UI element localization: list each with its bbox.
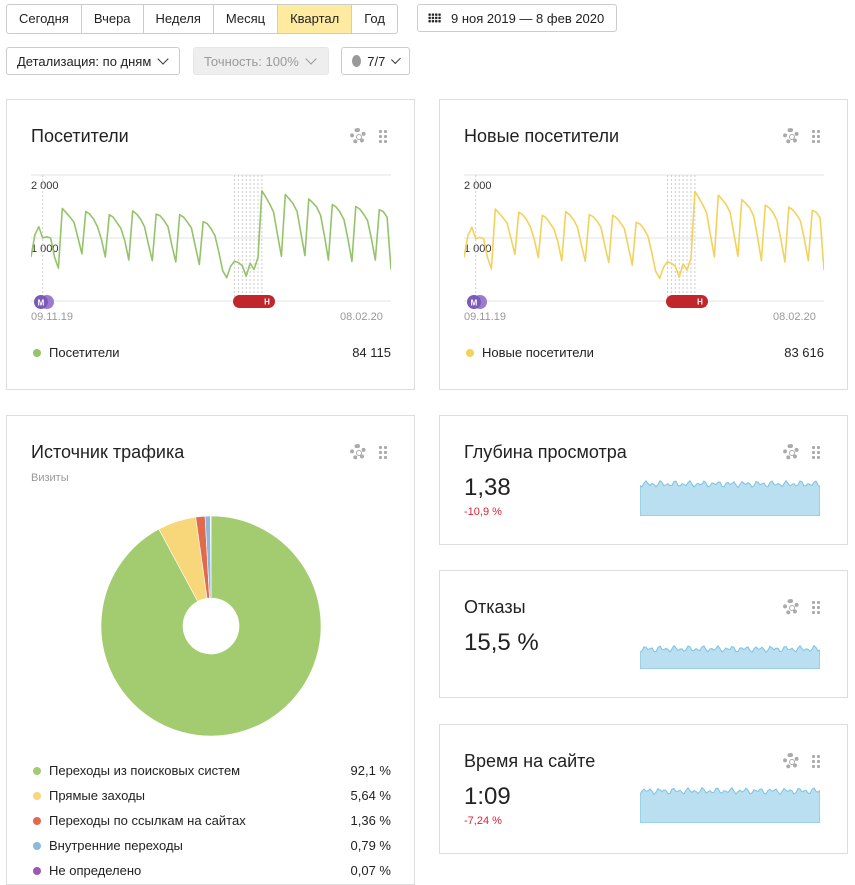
new-visitors-total: 83 616 — [740, 345, 824, 360]
holiday-marker-label: Н — [264, 298, 270, 307]
period-quarter[interactable]: Квартал — [278, 5, 352, 33]
drag-handle-icon[interactable] — [811, 600, 821, 616]
legend-dot — [33, 792, 41, 800]
legend-item[interactable]: Внутренние переходы — [33, 838, 183, 853]
time-change: -7,24 % — [464, 815, 502, 827]
widget-title: Время на сайте — [464, 751, 595, 772]
legend-value: 0,79 % — [307, 838, 391, 853]
widget-title: Отказы — [464, 597, 526, 618]
legend-label: Внутренние переходы — [49, 838, 183, 853]
legend-value: 92,1 % — [307, 763, 391, 778]
detail-label: Детализация: по дням — [17, 54, 151, 69]
gear-icon[interactable] — [783, 753, 799, 769]
bounce-widget: Отказы 15,5 % — [439, 570, 848, 698]
traffic-source-widget: Источник трафика Визиты Переходы из поис… — [6, 415, 415, 885]
legend-label: Посетители — [49, 345, 120, 360]
legend-item[interactable]: Переходы из поисковых систем — [33, 763, 240, 778]
drag-handle-icon[interactable] — [378, 129, 388, 145]
x-tick-label: 08.02.20 — [773, 311, 816, 323]
time-value: 1:09 — [464, 783, 511, 811]
widget-subtitle: Визиты — [31, 472, 69, 484]
annotation-marker-label: М — [38, 299, 45, 308]
legend-label: Прямые заходы — [49, 788, 145, 803]
legend-value: 5,64 % — [307, 788, 391, 803]
sparkline-area — [640, 788, 820, 823]
legend-item: Новые посетители — [466, 345, 594, 360]
chevron-down-icon — [158, 53, 169, 64]
visitors-total: 84 115 — [307, 345, 391, 360]
series-line — [31, 191, 391, 278]
comment-icon — [352, 55, 361, 67]
legend-label: Переходы из поисковых систем — [49, 763, 240, 778]
time-sparkline — [640, 781, 820, 823]
gear-icon[interactable] — [350, 128, 366, 144]
legend-item[interactable]: Прямые заходы — [33, 788, 145, 803]
depth-value: 1,38 — [464, 474, 511, 502]
period-year[interactable]: Год — [352, 5, 397, 33]
legend-dot — [33, 817, 41, 825]
period-week[interactable]: Неделя — [144, 5, 214, 33]
gear-icon[interactable] — [783, 444, 799, 460]
depth-widget: Глубина просмотра 1,38 -10,9 % — [439, 415, 848, 545]
legend-dot — [33, 349, 41, 357]
detail-dropdown[interactable]: Детализация: по дням — [6, 47, 180, 75]
sparkline-area — [640, 646, 820, 669]
accuracy-label: Точность: 100% — [204, 54, 299, 69]
legend-dot — [33, 842, 41, 850]
time-on-site-widget: Время на сайте 1:09 -7,24 % — [439, 724, 848, 854]
legend-dot — [33, 767, 41, 775]
legend-label: Переходы по ссылкам на сайтах — [49, 813, 246, 828]
drag-handle-icon[interactable] — [378, 445, 388, 461]
depth-change: -10,9 % — [464, 506, 502, 518]
bounce-sparkline — [640, 637, 820, 669]
gear-icon[interactable] — [783, 599, 799, 615]
gear-icon[interactable] — [783, 128, 799, 144]
widget-title: Глубина просмотра — [464, 442, 627, 463]
bounce-value: 15,5 % — [464, 629, 539, 657]
period-selector: Сегодня Вчера Неделя Месяц Квартал Год — [6, 4, 398, 34]
series-line — [464, 191, 824, 278]
legend-item[interactable]: Переходы по ссылкам на сайтах — [33, 813, 246, 828]
legend-dot — [466, 349, 474, 357]
annotation-marker-label: М — [471, 299, 478, 308]
period-yesterday[interactable]: Вчера — [82, 5, 144, 33]
legend-label: Новые посетители — [482, 345, 594, 360]
legend-value: 1,36 % — [307, 813, 391, 828]
drag-handle-icon[interactable] — [811, 129, 821, 145]
legend-dot — [33, 867, 41, 875]
notes-dropdown[interactable]: 7/7 — [341, 47, 410, 75]
calendar-icon — [428, 13, 441, 23]
widget-title: Новые посетители — [464, 126, 619, 147]
chevron-down-icon — [391, 54, 401, 64]
widget-title: Посетители — [31, 126, 129, 147]
drag-handle-icon[interactable] — [811, 445, 821, 461]
depth-sparkline — [640, 474, 820, 516]
period-today[interactable]: Сегодня — [7, 5, 82, 33]
notes-label: 7/7 — [367, 54, 385, 69]
sparkline-area — [640, 481, 820, 516]
chevron-down-icon — [305, 53, 316, 64]
x-tick-label: 09.11.19 — [31, 311, 73, 323]
widget-title: Источник трафика — [31, 442, 184, 463]
date-range-label: 9 ноя 2019 — 8 фев 2020 — [451, 11, 604, 26]
holiday-marker-label: Н — [697, 298, 703, 307]
x-tick-label: 09.11.19 — [464, 311, 506, 323]
date-range-button[interactable]: 9 ноя 2019 — 8 фев 2020 — [417, 4, 617, 32]
drag-handle-icon[interactable] — [811, 754, 821, 770]
x-tick-label: 08.02.20 — [340, 311, 383, 323]
legend-item: Посетители — [33, 345, 120, 360]
period-month[interactable]: Месяц — [214, 5, 278, 33]
traffic-pie-chart — [91, 506, 331, 746]
gear-icon[interactable] — [350, 444, 366, 460]
accuracy-dropdown[interactable]: Точность: 100% — [193, 47, 329, 75]
